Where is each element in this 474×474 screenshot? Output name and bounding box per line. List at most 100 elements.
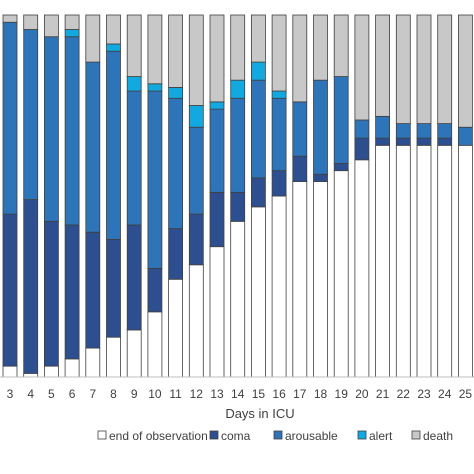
legend-label: alert: [369, 429, 393, 443]
bar-segment-end-of-observation-day-13: [209, 246, 225, 378]
x-tick-label: 13: [210, 387, 224, 401]
bar-segment-death-day-19: [333, 14, 349, 77]
bar-segment-end-of-observation-day-7: [85, 347, 101, 378]
x-tick-label: 5: [48, 387, 55, 401]
bar-segment-death-day-3: [2, 14, 18, 23]
bar-segment-coma-day-7: [85, 231, 101, 349]
bar-segment-alert-day-9: [126, 76, 142, 92]
bar-segment-alert-day-14: [230, 79, 246, 99]
x-tick-label: 4: [27, 387, 34, 401]
bar-segment-arousable-day-6: [64, 36, 80, 226]
legend-swatch-coma: [209, 430, 219, 440]
x-tick-label: 10: [148, 387, 162, 401]
bar-segment-coma-day-21: [375, 137, 391, 146]
bar-segment-coma-day-19: [333, 163, 349, 172]
bar-segment-end-of-observation-day-21: [375, 144, 391, 378]
bar-segment-death-day-15: [250, 14, 266, 63]
bar-segment-alert-day-15: [250, 61, 266, 81]
bar-segment-death-day-25: [457, 14, 473, 128]
bar-segment-arousable-day-14: [230, 97, 246, 193]
bar-segment-end-of-observation-day-23: [416, 144, 432, 378]
x-tick-label: 22: [397, 387, 411, 401]
bar-segment-arousable-day-18: [313, 79, 328, 175]
x-tick-label: 7: [89, 387, 96, 401]
bar-segment-end-of-observation-day-11: [168, 278, 184, 378]
bar-segment-end-of-observation-day-15: [250, 206, 266, 378]
bar-segment-death-day-8: [106, 14, 121, 45]
bar-segment-alert-day-13: [209, 101, 225, 110]
bar-segment-death-day-24: [437, 14, 453, 124]
x-tick-label: 18: [314, 387, 328, 401]
bar-segment-end-of-observation-day-24: [437, 144, 453, 378]
x-tick-label: 9: [131, 387, 138, 401]
bar-segment-arousable-day-22: [395, 123, 411, 139]
bar-segment-death-day-10: [147, 14, 163, 85]
bar-segment-coma-day-24: [437, 137, 453, 146]
x-tick-label: 20: [355, 387, 369, 401]
x-tick-label: 25: [459, 387, 473, 401]
bar-segment-end-of-observation-day-12: [188, 264, 204, 378]
bar-segment-arousable-day-12: [188, 126, 204, 215]
bar-segment-arousable-day-24: [437, 123, 453, 139]
bar-segment-arousable-day-3: [2, 21, 18, 215]
bar-segment-coma-day-11: [168, 228, 184, 280]
x-axis-title: Days in ICU: [225, 406, 294, 421]
bar-segment-arousable-day-4: [23, 29, 39, 201]
bar-segment-arousable-day-5: [44, 36, 59, 222]
bar-segment-coma-day-14: [230, 191, 246, 222]
bar-segment-death-day-20: [354, 14, 370, 121]
legend-swatch-end-of-observation: [97, 430, 107, 440]
bar-segment-coma-day-8: [106, 239, 121, 338]
x-tick-label: 16: [272, 387, 286, 401]
bar-segment-alert-day-11: [168, 87, 184, 99]
bar-segment-arousable-day-21: [375, 115, 391, 139]
bar-segment-death-day-11: [168, 14, 184, 88]
bar-segment-arousable-day-19: [333, 76, 349, 164]
bar-segment-end-of-observation-day-5: [44, 365, 59, 378]
bar-segment-coma-day-16: [271, 170, 287, 197]
bar-segment-death-day-16: [271, 14, 287, 92]
legend-swatch-death: [411, 430, 421, 440]
x-tick-label: 3: [7, 387, 14, 401]
bar-segment-arousable-day-11: [168, 97, 184, 229]
bar-segment-end-of-observation-day-8: [106, 336, 121, 378]
bar-segment-coma-day-13: [209, 191, 225, 248]
bar-segment-arousable-day-13: [209, 108, 225, 193]
bar-segment-death-day-13: [209, 14, 225, 103]
legend-label: end of observation: [109, 429, 208, 443]
x-tick-label: 12: [190, 387, 204, 401]
bar-segment-coma-day-4: [23, 199, 39, 374]
bar-segment-end-of-observation-day-9: [126, 329, 142, 378]
bar-segment-arousable-day-25: [457, 126, 473, 146]
bar-segment-end-of-observation-day-17: [292, 181, 308, 378]
legend-swatch-arousable: [273, 430, 283, 440]
legend-label: coma: [221, 429, 251, 443]
legend-label: death: [423, 429, 453, 443]
bar-segment-alert-day-10: [147, 83, 163, 92]
bar-segment-coma-day-10: [147, 267, 163, 313]
bar-segment-coma-day-5: [44, 220, 59, 367]
legend-swatch-alert: [357, 430, 367, 440]
bars-layer: [2, 14, 473, 378]
bar-segment-coma-day-12: [188, 213, 204, 266]
bar-segment-death-day-17: [292, 14, 308, 103]
bar-segment-coma-day-17: [292, 155, 308, 182]
bar-segment-end-of-observation-day-20: [354, 159, 370, 378]
x-tick-labels: 3 4 5 6 7 8 9 10 11 12 13 14 15 16 17 18 19 20 21 22 23 24 25: [7, 387, 473, 401]
legend: end of observation coma arousable alert deat…: [97, 429, 453, 443]
bar-segment-death-day-23: [416, 14, 432, 124]
bar-segment-alert-day-16: [271, 90, 287, 99]
bar-segment-arousable-day-8: [106, 50, 121, 240]
bar-segment-end-of-observation-day-18: [313, 181, 328, 378]
bar-segment-coma-day-9: [126, 224, 142, 331]
bar-segment-death-day-22: [395, 14, 411, 124]
bar-segment-death-day-5: [44, 14, 59, 38]
bar-segment-end-of-observation-day-14: [230, 220, 246, 378]
bar-segment-end-of-observation-day-10: [147, 311, 163, 378]
bar-segment-coma-day-18: [313, 173, 328, 182]
x-tick-label: 6: [69, 387, 76, 401]
bar-segment-end-of-observation-day-16: [271, 195, 287, 378]
bar-segment-alert-day-12: [188, 105, 204, 128]
bar-segment-coma-day-3: [2, 213, 18, 367]
